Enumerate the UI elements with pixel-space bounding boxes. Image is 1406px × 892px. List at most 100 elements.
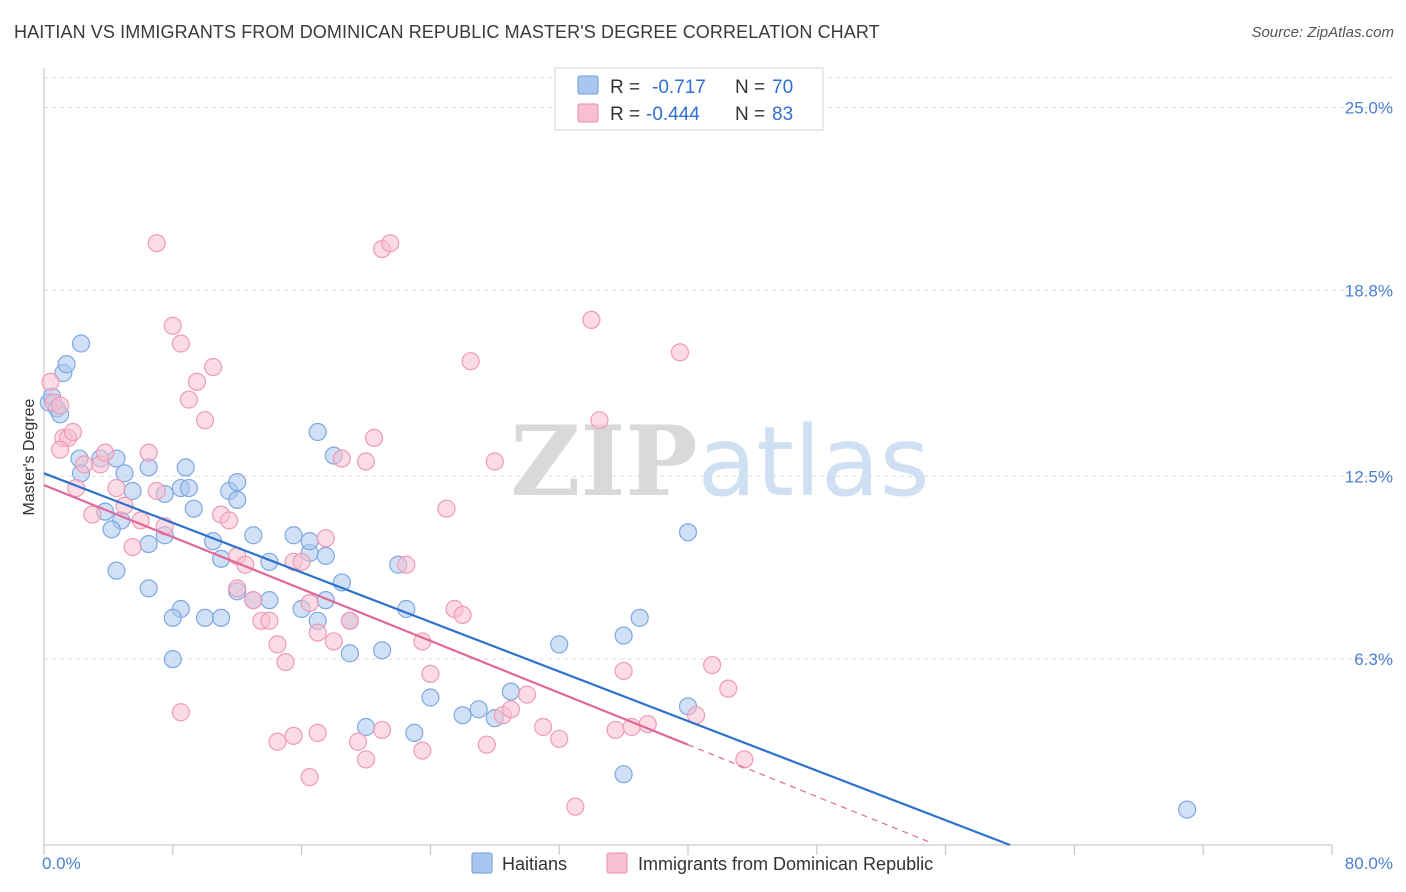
dominican-point-72	[719, 679, 738, 698]
chart-source: Source: ZipAtlas.com	[1251, 24, 1394, 41]
watermark: ZIPatlas	[510, 405, 929, 518]
haitian-point-27	[228, 473, 247, 492]
dominican-point-43	[340, 611, 359, 630]
dominican-point-17	[147, 481, 166, 501]
legend-swatch-haitians	[577, 75, 599, 95]
haitian-point-65	[678, 523, 698, 542]
dominican-point-60	[533, 717, 553, 737]
dominican-point-2	[50, 396, 70, 415]
dominican-point-11	[96, 443, 115, 462]
y-axis-label: Master's Degree	[21, 398, 38, 515]
dominican-point-65	[606, 720, 625, 740]
dominican-point-27	[220, 511, 239, 530]
dominican-point-63	[582, 310, 601, 329]
dominican-point-24	[179, 390, 198, 409]
y-tick-label-1: 12.5%	[1345, 467, 1393, 486]
haitian-point-68	[1177, 800, 1197, 819]
x-tick-labels: 0.0% 80.0%	[42, 854, 1393, 873]
dominican-point-41	[324, 632, 343, 651]
haitian-point-13	[115, 464, 134, 483]
dominican-point-74	[268, 732, 287, 751]
dominican-point-53	[453, 605, 472, 625]
y-tick-label-2: 18.8%	[1345, 281, 1393, 300]
dominican-point-14	[123, 537, 142, 557]
x-tick-label-0: 0.0%	[42, 854, 81, 873]
legend-swatch-dominican	[577, 103, 599, 123]
dominican-point-69	[670, 343, 690, 362]
dominican-point-20	[163, 316, 182, 335]
dominican-point-25	[203, 358, 223, 377]
dominican-point-50	[421, 664, 440, 684]
dominican-point-64	[590, 411, 609, 430]
haitian-point-63	[614, 626, 633, 645]
dominican-point-16	[139, 443, 158, 462]
haitian-point-49	[107, 561, 126, 580]
legend-n-value-1: 70	[772, 77, 793, 98]
dominican-point-71	[703, 655, 722, 675]
bottom-legend: Haitians Immigrants from Dominican Repub…	[471, 852, 933, 874]
legend-n-label-2: N =	[735, 104, 765, 125]
haitian-point-67	[614, 765, 633, 784]
dominican-point-35	[276, 652, 295, 672]
legend-r-value-1: -0.717	[652, 77, 706, 98]
dominican-point-6	[50, 440, 70, 459]
y-tick-label-0: 6.3%	[1354, 650, 1393, 669]
dominican-point-77	[308, 723, 327, 743]
haitian-point-19	[176, 458, 195, 477]
dominican-point-78	[348, 732, 368, 751]
bottom-legend-dominican: Immigrants from Dominican Republic	[638, 854, 933, 874]
dominican-point-38	[300, 593, 319, 613]
haitian-point-53	[421, 688, 440, 707]
haitian-point-50	[139, 579, 158, 598]
dominican-point-82	[171, 703, 190, 722]
dominican-point-80	[373, 720, 392, 740]
y-tick-labels: 6.3% 12.5% 18.8% 25.0%	[1345, 99, 1393, 670]
dominican-point-62	[566, 797, 585, 816]
dominican-point-12	[107, 478, 126, 498]
dominican-point-37	[292, 552, 311, 571]
legend-r-value-2: -0.444	[646, 104, 700, 125]
legend-n-value-2: 83	[772, 104, 793, 125]
dominican-point-47	[381, 234, 400, 253]
dominican-point-5	[63, 422, 83, 442]
trend-lines	[43, 472, 1011, 847]
dominican-point-48	[397, 555, 416, 574]
dominican-point-9	[83, 505, 102, 524]
dominican-point-31	[228, 579, 247, 598]
haitian-point-45	[212, 608, 231, 627]
haitian-point-62	[550, 635, 569, 654]
dominican-point-59	[517, 685, 537, 704]
dominican-point-22	[187, 372, 207, 391]
watermark-atlas: atlas	[698, 406, 930, 518]
haitian-point-59	[469, 700, 488, 719]
dominican-point-34	[268, 635, 287, 654]
legend-r-label-2: R =	[610, 104, 640, 125]
x-tick-label-1: 80.0%	[1345, 854, 1393, 873]
bottom-legend-swatch-dominican	[606, 852, 628, 874]
stats-legend-box	[554, 67, 824, 131]
bottom-legend-haitians: Haitians	[502, 854, 567, 874]
dominican-point-30	[244, 591, 263, 610]
dominican-point-0	[41, 372, 60, 391]
dominican-trend-line	[43, 484, 689, 746]
legend-r-label-1: R =	[610, 77, 640, 98]
dominican-trend-extension	[687, 744, 930, 843]
haitian-trend-line	[43, 472, 1011, 847]
dominican-point-54	[461, 352, 480, 371]
dominican-point-76	[300, 768, 319, 787]
series-dominican	[41, 234, 754, 816]
dominican-point-81	[413, 741, 432, 760]
haitian-point-44	[195, 608, 215, 627]
haitian-point-55	[373, 641, 392, 660]
dominican-point-79	[356, 750, 376, 769]
dominican-point-61	[550, 729, 569, 748]
haitian-point-48	[163, 650, 182, 669]
dominican-point-39	[308, 623, 327, 642]
haitian-point-61	[501, 682, 520, 701]
haitian-point-26	[228, 490, 247, 509]
dominican-point-19	[147, 234, 166, 253]
haitian-point-54	[340, 644, 359, 663]
haitian-point-30	[284, 526, 303, 545]
stats-legend: R = -0.717 N = 70 R = -0.444 N = 83	[554, 67, 824, 131]
